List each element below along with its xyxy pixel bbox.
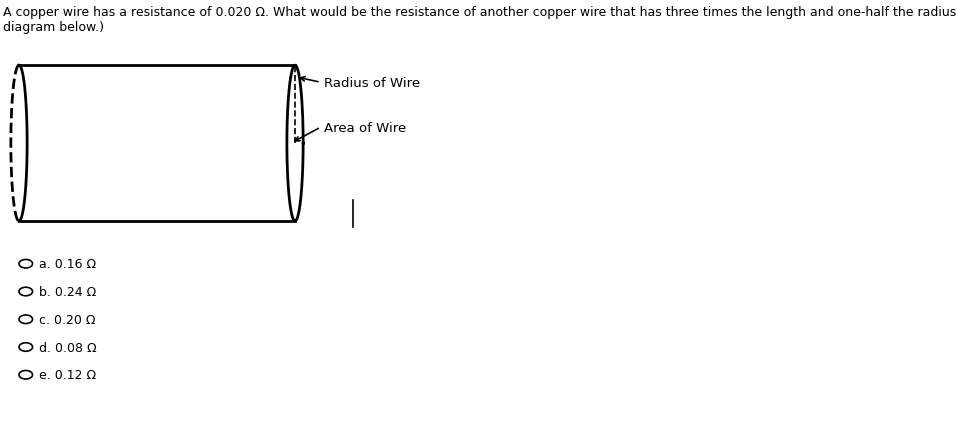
- Text: Radius of Wire: Radius of Wire: [324, 77, 420, 89]
- Text: Area of Wire: Area of Wire: [324, 121, 407, 134]
- Text: A copper wire has a resistance of 0.020 Ω. What would be the resistance of anoth: A copper wire has a resistance of 0.020 …: [4, 6, 957, 35]
- Text: a. 0.16 Ω: a. 0.16 Ω: [39, 258, 97, 271]
- Text: d. 0.08 Ω: d. 0.08 Ω: [39, 341, 97, 354]
- Text: b. 0.24 Ω: b. 0.24 Ω: [39, 285, 97, 298]
- Text: e. 0.12 Ω: e. 0.12 Ω: [39, 368, 97, 381]
- Text: c. 0.20 Ω: c. 0.20 Ω: [39, 313, 96, 326]
